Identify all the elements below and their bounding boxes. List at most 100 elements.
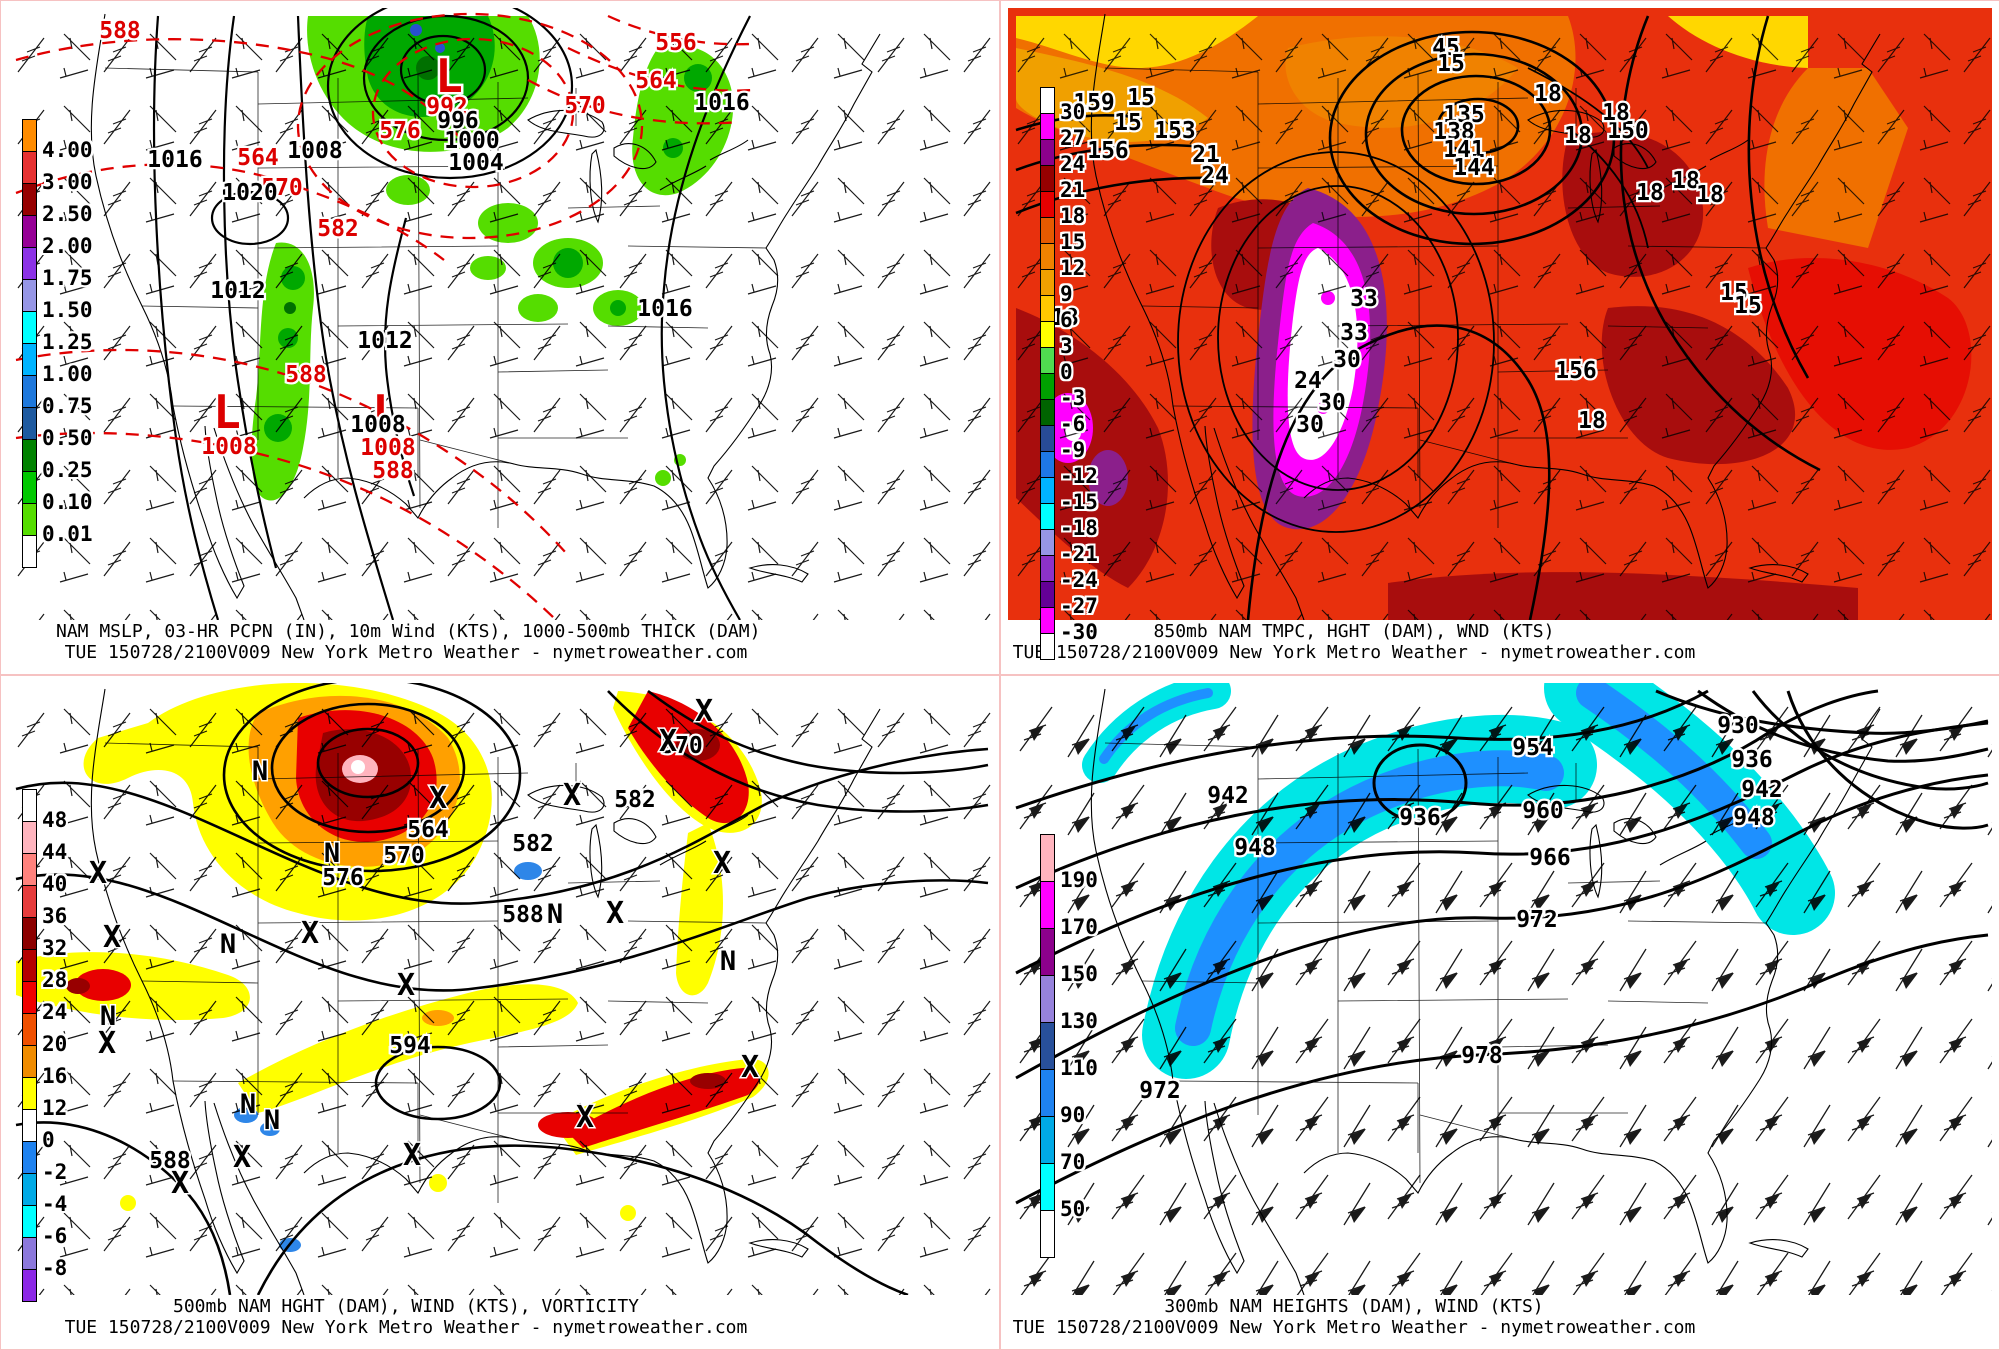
map-label: 588	[502, 902, 544, 928]
colorbar-segment: 40	[22, 853, 67, 896]
colorbar-segment: 2.50	[22, 183, 93, 226]
colorbar-segment: 12	[1040, 243, 1085, 280]
colorbar-segment	[1040, 1210, 1055, 1258]
map-label: 1016	[147, 147, 202, 173]
map-label: 1008	[350, 412, 405, 438]
colorbar-tick-label: 12	[42, 1096, 68, 1120]
map-label: 156	[1087, 138, 1129, 164]
colorbar-segment: 70	[1040, 1116, 1085, 1174]
map-label: X	[713, 846, 731, 881]
colorbar-segment: 2.00	[22, 215, 93, 258]
caption-valid-time: TUE 150728/2100V009 New York Metro Weath…	[1012, 642, 1696, 663]
map-label: N	[264, 1105, 280, 1136]
colorbar-segment: 0.01	[22, 503, 93, 546]
caption-title: NAM MSLP, 03-HR PCPN (IN), 10m Wind (KTS…	[56, 621, 761, 642]
map-label: N	[720, 946, 736, 977]
map-label: 18	[1602, 100, 1630, 126]
colorbar-segment	[1040, 633, 1055, 660]
map-label: 15	[1127, 85, 1155, 111]
map-label: 1012	[357, 328, 412, 354]
colorbar-tick-label: 32	[42, 936, 68, 960]
map-label: 564	[407, 817, 449, 843]
map-label: 150	[1607, 118, 1649, 144]
map-label: 24	[1294, 368, 1322, 394]
caption-title: 500mb NAM HGHT (DAM), WIND (KTS), VORTIC…	[173, 1296, 639, 1317]
colorbar-tick-label: 40	[42, 872, 68, 896]
map-label: 564	[635, 68, 677, 94]
map-label: X	[98, 1026, 116, 1061]
colorbar-segment: -4	[22, 1173, 67, 1216]
map-label: 588	[99, 18, 141, 44]
map-label: 33	[1350, 286, 1378, 312]
map-label: 138	[1433, 119, 1475, 145]
map-label: X	[103, 920, 121, 955]
map-label: 942	[1207, 783, 1249, 809]
map-label: 18	[1672, 168, 1700, 194]
colorbar-segment: 90	[1040, 1069, 1085, 1127]
colorbar-tick-label: -27	[1060, 594, 1098, 618]
map-label: 141	[1443, 137, 1485, 163]
colorbar-tick-label: 24	[42, 1000, 68, 1024]
map-label: X	[695, 694, 713, 729]
map-label: N	[220, 929, 236, 960]
height-contours	[15, 683, 989, 1295]
colorbar-segment: 48	[22, 789, 67, 832]
map-label: 18	[1696, 182, 1724, 208]
map-label: 996	[437, 108, 479, 134]
map-label: X	[606, 896, 624, 931]
map-label: 1020	[222, 180, 277, 206]
map-label: X	[233, 1140, 251, 1175]
colorbar-tick-label: 16	[42, 1064, 68, 1088]
colorbar-tick-label: -3	[1060, 386, 1086, 410]
colorbar-segment: -15	[1040, 477, 1098, 514]
colorbar-tick-label: 3	[1060, 334, 1073, 358]
map-label: 21	[1192, 142, 1220, 168]
map-label: 30	[1318, 390, 1346, 416]
map-label: 594	[389, 1033, 431, 1059]
colorbar-tick-label: 20	[42, 1032, 68, 1056]
map-label: X	[563, 778, 581, 813]
caption-title: 300mb NAM HEIGHTS (DAM), WIND (KTS)	[1164, 1296, 1544, 1317]
colorbar-segment: 18	[1040, 191, 1085, 228]
colorbar-tick-label: 0	[42, 1128, 55, 1152]
colorbar-segment: 28	[22, 949, 67, 992]
map-label-layer: 1591561531515451351381411441501518181818…	[1049, 33, 1764, 441]
colorbar-segment: 3.00	[22, 151, 93, 194]
colorbar-segment: 110	[1040, 1022, 1098, 1080]
panel-500mb-vorticity: 564 570 576 582 588 594 588 570 582 X X X X X X X X X X X X X…	[0, 675, 1000, 1350]
colorbar-tick-label: 4.00	[42, 138, 93, 162]
colorbar-tick-label: 12	[1060, 256, 1086, 280]
colorbar-segment: 170	[1040, 881, 1098, 939]
colorbar-segment: 1.75	[22, 247, 93, 290]
map-label: 954	[1512, 735, 1554, 761]
colorbar-tick-label: 0.75	[42, 394, 93, 418]
map-label: 1008	[360, 435, 415, 461]
map-label: 144	[1453, 155, 1495, 181]
colorbar-segment: -30	[1040, 607, 1098, 644]
map-label: 1016	[637, 296, 692, 322]
map-label: 30	[1333, 347, 1361, 373]
colorbar-tick-label: 48	[42, 808, 68, 832]
colorbar-segment: 6	[1040, 295, 1073, 332]
colorbar-segment: 190	[1040, 834, 1098, 892]
map-label: 159	[1073, 90, 1115, 116]
colorbar-tick-label: 18	[1060, 204, 1086, 228]
colorbar-segment: -24	[1040, 555, 1098, 592]
map-label: L	[372, 385, 400, 439]
850mb-temp-map: 1591561531515451351381411441501518181818…	[1008, 8, 1992, 620]
colorbar-tick-label: 30	[1060, 100, 1086, 124]
colorbar-tick-label: -4	[42, 1192, 68, 1216]
colorbar-tick-label: 110	[1060, 1056, 1098, 1080]
colorbar-segment: -6	[1040, 399, 1085, 436]
map-label: X	[403, 1138, 421, 1173]
precip-colorbar: 4.00 3.00 2.50 2.00 1.75 1.50 1.25 1.00 0.75 0.50…	[22, 119, 93, 568]
map-label: X	[171, 1166, 189, 1201]
map-label: N	[547, 899, 563, 930]
panel-mslp-pcpn: 588 556 564 570 576 564 570 582 588 588 L 992 L 1008 L…	[0, 0, 1000, 675]
map-label: 18	[1578, 408, 1606, 434]
map-label: X	[89, 856, 107, 891]
caption-valid-time: TUE 150728/2100V009 New York Metro Weath…	[1012, 1317, 1696, 1338]
map-label: 15	[1114, 110, 1142, 136]
colorbar-segment: 50	[1040, 1163, 1085, 1221]
